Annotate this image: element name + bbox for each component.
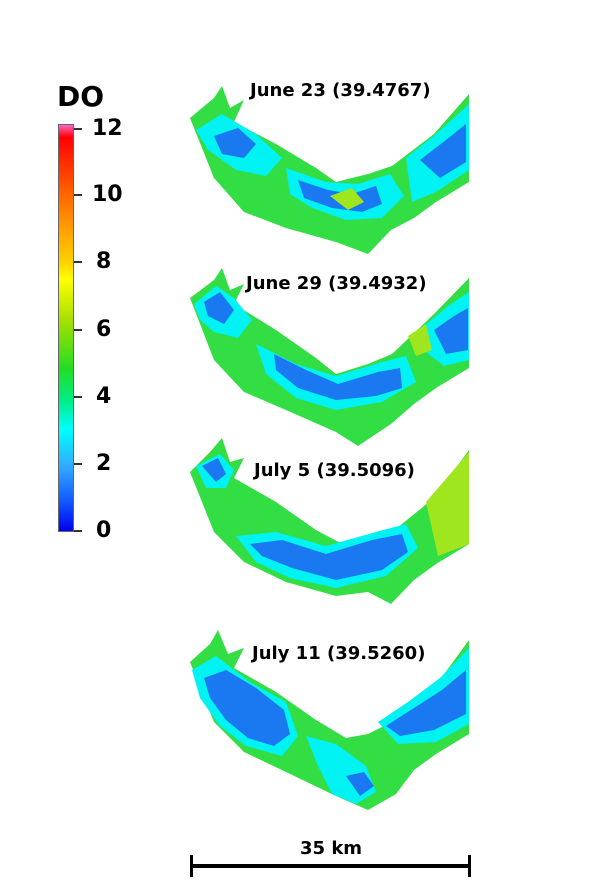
do-map-june-29 bbox=[190, 268, 469, 446]
tick-mark-0 bbox=[74, 530, 82, 532]
map-panel-june-29: June 29 (39.4932) bbox=[186, 264, 471, 446]
tick-mark-6 bbox=[74, 329, 82, 331]
legend-title: DO bbox=[57, 80, 105, 113]
colorbar bbox=[58, 124, 74, 532]
panel-label: June 23 (39.4767) bbox=[250, 80, 431, 101]
tick-label-8: 8 bbox=[96, 249, 112, 274]
do-map-july-11 bbox=[190, 630, 469, 810]
do-map-july-5 bbox=[190, 438, 469, 604]
scale-bar-line bbox=[192, 864, 470, 868]
tick-label-0: 0 bbox=[96, 518, 112, 543]
map-panel-june-23: June 23 (39.4767) bbox=[186, 78, 471, 258]
tick-label-10: 10 bbox=[92, 182, 123, 207]
panel-label: July 5 (39.5096) bbox=[254, 460, 415, 481]
scale-bar-label: 35 km bbox=[300, 838, 363, 859]
panel-label: June 29 (39.4932) bbox=[246, 273, 427, 294]
do-map-june-23 bbox=[190, 86, 469, 254]
tick-mark-4 bbox=[74, 396, 82, 398]
scale-bar-right-end bbox=[468, 855, 471, 877]
tick-mark-2 bbox=[74, 463, 82, 465]
tick-mark-8 bbox=[74, 261, 82, 263]
tick-mark-10 bbox=[74, 194, 82, 196]
tick-label-12: 12 bbox=[92, 116, 123, 141]
tick-label-2: 2 bbox=[96, 451, 112, 476]
tick-label-4: 4 bbox=[96, 384, 112, 409]
map-panel-july-5: July 5 (39.5096) bbox=[186, 436, 471, 616]
scale-bar-left-end bbox=[190, 855, 193, 877]
tick-label-6: 6 bbox=[96, 317, 112, 342]
map-panel-july-11: July 11 (39.5260) bbox=[186, 626, 471, 810]
panel-label: July 11 (39.5260) bbox=[252, 643, 426, 664]
tick-mark-12 bbox=[74, 128, 82, 130]
